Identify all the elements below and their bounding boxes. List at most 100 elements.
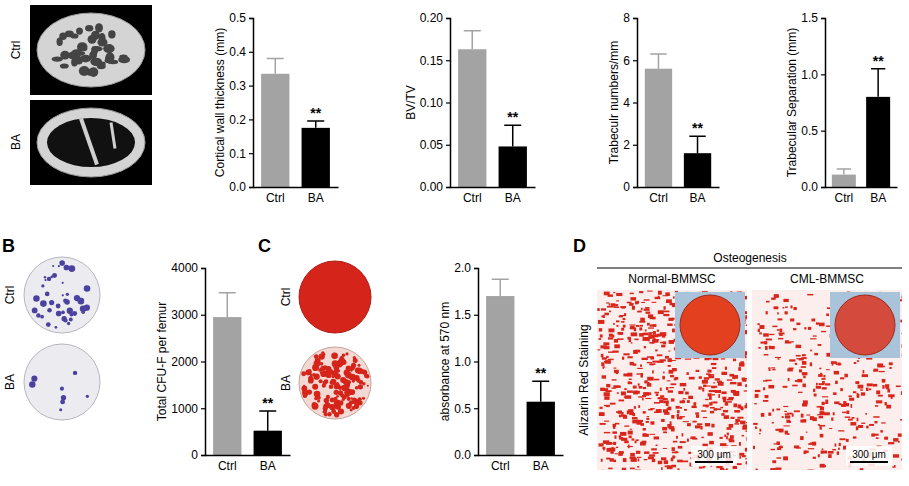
x-tick: Ctrl	[463, 187, 482, 205]
stain-speck	[643, 412, 645, 413]
significance-label: **	[692, 120, 703, 136]
stain-speck	[707, 370, 711, 373]
scale-bar-label: 300 μm	[697, 449, 731, 460]
stain-speck	[678, 391, 683, 394]
stain-speck	[623, 353, 629, 355]
stain-speck	[861, 392, 865, 395]
stain-speck	[771, 298, 775, 300]
stain-speck	[633, 391, 638, 395]
stain-speck	[785, 311, 788, 314]
stain-speck	[643, 411, 646, 414]
stain-speck	[759, 429, 761, 432]
stain-speck	[730, 435, 734, 438]
stain-speck	[344, 391, 348, 395]
stain-speck	[861, 423, 865, 424]
stain-speck	[722, 397, 726, 400]
stain-speck	[787, 368, 793, 371]
stain-speck	[604, 432, 610, 433]
y-tick-label: 1.0	[801, 68, 818, 82]
stain-speck	[615, 304, 618, 306]
bar	[254, 431, 282, 455]
y-axis-line	[821, 19, 826, 188]
stain-speck	[745, 351, 747, 355]
stain-speck	[696, 414, 699, 417]
y-tick-mark	[201, 408, 205, 409]
colony	[46, 322, 51, 327]
stain-speck	[863, 370, 865, 373]
stain-speck	[602, 470, 604, 471]
stain-speck	[840, 388, 843, 391]
stain-speck	[898, 433, 902, 436]
stain-speck	[818, 344, 822, 346]
stain-speck	[629, 324, 635, 325]
stain-speck	[660, 332, 666, 336]
stain-speck	[745, 458, 747, 459]
y-tick: 0.1	[229, 147, 253, 161]
stain-speck	[601, 354, 604, 358]
stain-speck	[832, 449, 836, 451]
y-tick-label: 3000	[171, 308, 198, 322]
stain-speck	[323, 411, 326, 414]
stain-speck	[680, 401, 685, 404]
stain-speck	[713, 382, 715, 383]
bar-chart: **0.000.050.100.150.20CtrlBABV/TV	[404, 11, 536, 204]
stain-speck	[654, 392, 659, 394]
stain-speck	[733, 359, 736, 362]
stain-speck	[731, 417, 735, 419]
colony	[86, 395, 89, 398]
y-tick: 0.3	[229, 79, 253, 93]
stain-speck	[343, 384, 349, 390]
x-tick-label: BA	[308, 191, 324, 205]
stain-speck	[888, 442, 894, 444]
column-label: Normal-BMMSC	[628, 272, 716, 286]
colony	[66, 293, 69, 296]
stain-speck	[788, 368, 793, 370]
stain-speck	[308, 376, 313, 381]
bar-chart: **0.00.51.01.52.0CtrlBAabsorbance at 570…	[438, 261, 563, 472]
bar-chart: **0.00.10.20.30.40.5CtrlBACortical wall …	[213, 11, 338, 204]
stain-speck	[840, 377, 844, 379]
y-tick-mark	[821, 131, 825, 132]
stain-speck	[603, 315, 605, 318]
stain-speck	[775, 357, 781, 358]
stain-speck	[636, 451, 640, 454]
colony	[31, 376, 37, 382]
stain-speck	[746, 316, 747, 320]
stain-speck	[618, 332, 624, 335]
y-axis-title: Cortical wall thickness (mm)	[213, 28, 227, 177]
stain-speck	[601, 459, 603, 462]
stain-speck	[632, 417, 638, 419]
colony	[74, 295, 80, 301]
stain-speck	[322, 353, 325, 356]
plot-marks	[458, 31, 527, 187]
stain-speck	[616, 447, 618, 448]
stain-speck	[645, 392, 651, 395]
stain-speck	[759, 433, 761, 434]
stain-speck	[770, 449, 775, 450]
stain-speck	[643, 387, 646, 389]
x-tick-label: Ctrl	[835, 191, 854, 205]
stain-speck	[663, 376, 665, 379]
stain-speck	[768, 385, 774, 389]
stain-speck	[811, 319, 815, 322]
bar	[684, 153, 711, 187]
stain-speck	[620, 306, 626, 308]
stain-speck	[624, 425, 629, 426]
stain-speck	[633, 386, 637, 389]
stain-speck	[648, 409, 653, 410]
stain-speck	[643, 333, 649, 336]
stain-speck	[882, 385, 884, 389]
bone-pore	[118, 56, 130, 63]
y-tick-label: 1000	[171, 402, 198, 416]
stain-speck	[630, 293, 634, 294]
stain-speck	[711, 402, 713, 406]
stain-speck	[795, 380, 798, 382]
stain-speck	[857, 393, 859, 394]
x-tick: BA	[260, 455, 276, 473]
micrographs	[597, 290, 908, 472]
stain-speck	[709, 396, 712, 400]
row-label: BA	[279, 375, 293, 391]
error-bar	[492, 279, 509, 296]
stain-speck	[746, 437, 747, 441]
stain-speck	[737, 404, 741, 408]
